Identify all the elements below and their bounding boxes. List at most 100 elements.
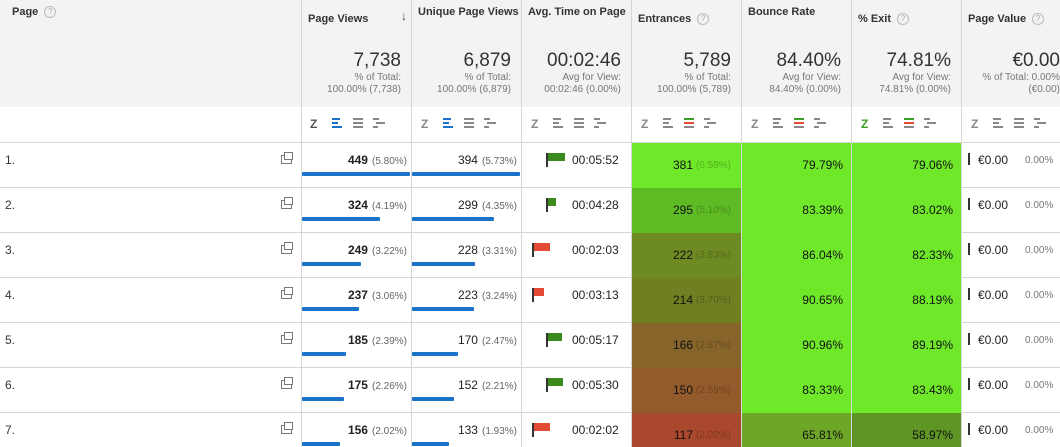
help-icon[interactable]: ?	[1032, 13, 1045, 26]
zero-baseline-icon[interactable]: Z	[531, 117, 539, 131]
bar-view-icon[interactable]	[331, 117, 343, 129]
bar-view-icon[interactable]	[772, 117, 784, 129]
bounce-rate-cell: 79.79%	[742, 143, 851, 188]
flag-pole	[546, 153, 548, 167]
open-in-new-window-icon[interactable]	[281, 197, 293, 209]
flag-pole	[546, 378, 548, 392]
delta-view-icon[interactable]	[373, 117, 385, 129]
column-divider	[961, 0, 962, 447]
open-in-new-window-icon[interactable]	[281, 422, 293, 434]
totals-page-views: 7,738 % of Total: 100.00% (7,738)	[302, 40, 411, 107]
page-views-cell: 175 (2.26%)	[302, 378, 407, 392]
open-in-new-window-icon[interactable]	[281, 242, 293, 254]
bar-view-icon[interactable]	[442, 117, 454, 129]
header-entrances[interactable]: Entrances?	[632, 0, 741, 40]
help-icon[interactable]: ?	[897, 13, 910, 26]
column-divider	[631, 0, 632, 447]
comparison-view-icon[interactable]	[352, 117, 364, 129]
header-exit-label: % Exit	[858, 13, 892, 25]
totals-page-blank	[0, 40, 301, 107]
open-in-new-window-icon[interactable]	[281, 332, 293, 344]
bar-view-icon[interactable]	[662, 117, 674, 129]
header-bounce-rate[interactable]: Bounce Rate	[742, 0, 851, 40]
avg-time-value: 00:02:03	[572, 243, 619, 257]
header-page[interactable]: Page?	[0, 0, 301, 40]
delta-view-icon[interactable]	[1034, 117, 1046, 129]
entrances-value: 295	[672, 203, 693, 217]
entrances-percent: (3.83%)	[695, 250, 731, 261]
page-views-value: 156	[347, 423, 368, 437]
bar-view-icon[interactable]	[992, 117, 1004, 129]
zero-baseline-icon[interactable]: Z	[751, 117, 759, 131]
page-views-bar	[302, 352, 347, 356]
page-views-cell: 449 (5.80%)	[302, 153, 407, 167]
delta-view-icon[interactable]	[594, 117, 606, 129]
zero-baseline-icon[interactable]: Z	[310, 117, 318, 131]
comparison-view-icon[interactable]	[903, 117, 915, 129]
total-sub: 00:02:46 (0.00%)	[544, 84, 621, 95]
header-unique-page-views[interactable]: Unique Page Views	[412, 0, 521, 40]
page-value: €0.00	[978, 333, 1009, 347]
comparison-view-icon[interactable]	[1013, 117, 1025, 129]
unique-page-views-percent: (3.24%)	[481, 291, 517, 302]
open-in-new-window-icon[interactable]	[281, 287, 293, 299]
total-sub: 74.81% (0.00%)	[879, 84, 951, 95]
delta-view-icon[interactable]	[704, 117, 716, 129]
page-value-bar	[968, 153, 970, 165]
comparison-view-icon[interactable]	[683, 117, 695, 129]
header-avg-time[interactable]: Avg. Time on Page	[522, 0, 631, 40]
row-number: 3.	[5, 243, 16, 257]
totals-page-value: €0.00 % of Total: 0.00% (€0.00)	[962, 40, 1060, 107]
column-divider	[411, 0, 412, 447]
zero-baseline-icon[interactable]: Z	[421, 117, 429, 131]
flag-pole	[546, 198, 548, 212]
comparison-view-icon[interactable]	[793, 117, 805, 129]
zero-baseline-icon[interactable]: Z	[971, 117, 979, 131]
flag-cloth	[534, 423, 550, 431]
total-value: 74.81%	[886, 50, 951, 71]
sort-desc-icon[interactable]: ↓	[401, 9, 407, 23]
open-in-new-window-icon[interactable]	[281, 377, 293, 389]
page-value-bar	[968, 198, 970, 210]
total-sub: 100.00% (7,738)	[327, 84, 401, 95]
entrances-cell: 214 (3.70%)	[632, 278, 741, 323]
entrances-percent: (6.58%)	[695, 160, 731, 171]
unique-page-views-value: 228	[457, 243, 478, 257]
column-divider	[741, 0, 742, 447]
comparison-view-icon[interactable]	[463, 117, 475, 129]
open-in-new-window-icon[interactable]	[281, 152, 293, 164]
zero-baseline-icon[interactable]: Z	[641, 117, 649, 131]
avg-time-value: 00:05:30	[572, 378, 619, 392]
flag-cloth	[548, 198, 557, 206]
header-exit[interactable]: % Exit?	[852, 0, 961, 40]
page-value: €0.00	[978, 198, 1009, 212]
unique-page-views-percent: (1.93%)	[481, 426, 517, 437]
exit-rate-cell: 82.33%	[852, 233, 961, 278]
header-page-views[interactable]: Page Views ↓	[302, 0, 411, 40]
unique-page-views-bar	[412, 307, 474, 311]
total-label: Avg for View:	[782, 72, 841, 83]
flag-pole	[532, 288, 534, 302]
bar-view-icon[interactable]	[552, 117, 564, 129]
page-views-percent: (4.19%)	[371, 201, 407, 212]
entrances-value: 214	[672, 293, 693, 307]
exit-rate-cell: 89.19%	[852, 323, 961, 368]
flag-pole	[532, 423, 534, 437]
comparison-view-icon[interactable]	[573, 117, 585, 129]
bar-view-icon[interactable]	[882, 117, 894, 129]
page-value-percent: 0.00%	[1025, 335, 1054, 346]
header-avg-time-label: Avg. Time on Page	[528, 6, 626, 18]
delta-view-icon[interactable]	[924, 117, 936, 129]
unique-page-views-bar	[412, 262, 475, 266]
unique-page-views-cell: 228 (3.31%)	[412, 243, 517, 257]
header-page-value[interactable]: Page Value?	[962, 0, 1060, 40]
page-views-percent: (2.26%)	[371, 381, 407, 392]
unique-page-views-value: 133	[457, 423, 478, 437]
help-icon[interactable]: ?	[44, 6, 57, 19]
delta-view-icon[interactable]	[814, 117, 826, 129]
total-label: % of Total:	[684, 72, 731, 83]
help-icon[interactable]: ?	[697, 13, 710, 26]
zero-baseline-icon[interactable]: Z	[861, 117, 869, 131]
avg-time-value: 00:03:13	[572, 288, 619, 302]
delta-view-icon[interactable]	[484, 117, 496, 129]
